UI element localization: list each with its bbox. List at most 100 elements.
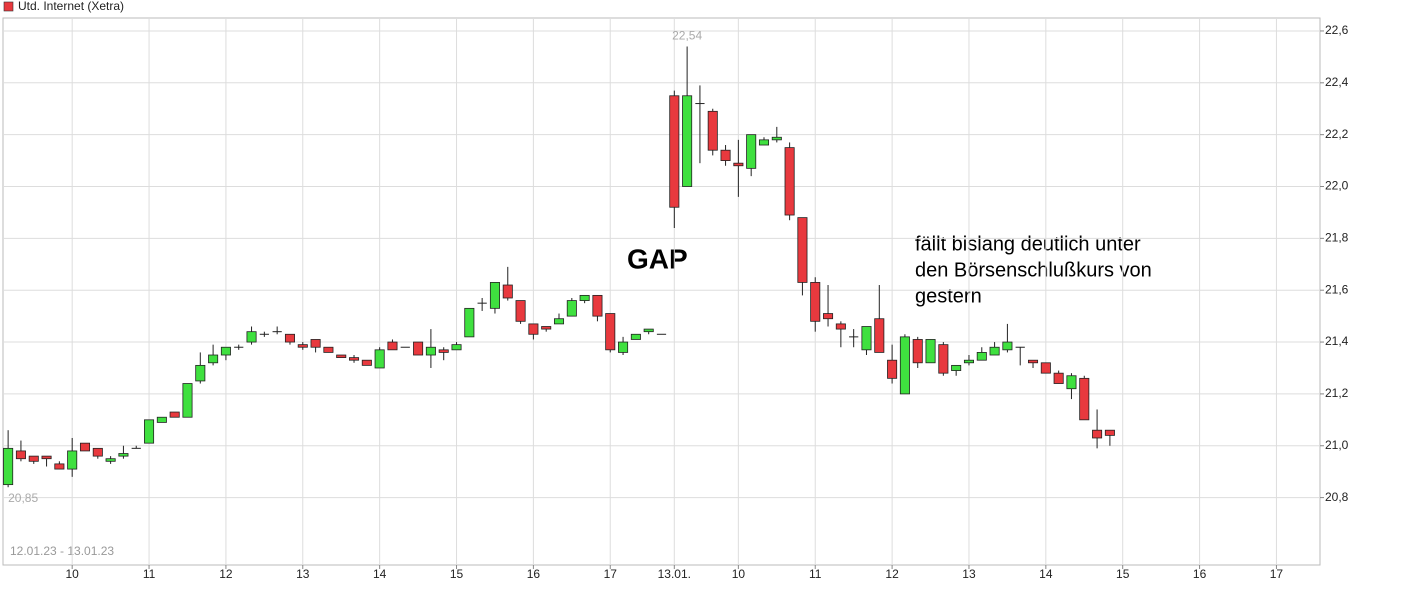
candle-body bbox=[823, 313, 834, 320]
candle-body bbox=[912, 339, 923, 364]
candle-body bbox=[220, 346, 231, 356]
candle-body bbox=[284, 333, 295, 343]
candle-body bbox=[835, 323, 846, 330]
candle-body bbox=[1040, 362, 1051, 374]
candle-body bbox=[643, 328, 654, 333]
candle-body bbox=[1079, 377, 1090, 421]
candle-body bbox=[925, 339, 936, 364]
plot-frame bbox=[2, 17, 1321, 566]
candle-body bbox=[528, 323, 539, 335]
candle-body bbox=[3, 447, 14, 486]
x-tick-label: 13 bbox=[296, 567, 310, 581]
x-tick-label: 16 bbox=[527, 567, 541, 581]
candle-body bbox=[515, 300, 526, 322]
x-tick-label: 11 bbox=[809, 567, 822, 581]
candle-body bbox=[771, 136, 782, 141]
candle-body bbox=[618, 341, 629, 353]
candle-body bbox=[938, 344, 949, 374]
candle-body bbox=[28, 455, 39, 462]
candle-body bbox=[1028, 359, 1039, 364]
x-tick-label: 10 bbox=[66, 567, 80, 581]
candle-body bbox=[784, 147, 795, 216]
candle-body bbox=[861, 326, 872, 351]
candle-body bbox=[169, 411, 180, 418]
candle-body bbox=[758, 139, 770, 146]
candle-body bbox=[733, 162, 744, 167]
x-tick-label: 14 bbox=[1039, 567, 1053, 581]
candle-body bbox=[54, 463, 65, 470]
candle-body bbox=[630, 333, 641, 340]
y-tick-label: 21,4 bbox=[1325, 334, 1349, 348]
candle-body bbox=[899, 336, 910, 395]
candle-body bbox=[156, 416, 167, 423]
x-tick-label: 13.01. bbox=[658, 567, 691, 581]
x-tick-label: 15 bbox=[450, 567, 464, 581]
candle-body bbox=[349, 357, 360, 361]
candle-body bbox=[553, 318, 565, 325]
candle-body bbox=[746, 134, 757, 169]
candle-body bbox=[887, 359, 898, 379]
y-tick-label: 21,2 bbox=[1325, 386, 1349, 400]
min-label: 20,85 bbox=[8, 491, 38, 505]
x-tick-label: 10 bbox=[732, 567, 746, 581]
x-tick-label: 16 bbox=[1193, 567, 1207, 581]
y-tick-label: 21,8 bbox=[1325, 231, 1349, 245]
y-tick-label: 20,8 bbox=[1325, 490, 1349, 504]
y-tick-label: 22,0 bbox=[1325, 179, 1349, 193]
candle-body bbox=[874, 318, 885, 353]
candle-body bbox=[707, 110, 718, 151]
candle-body bbox=[438, 349, 449, 353]
candle-body bbox=[1104, 429, 1115, 436]
x-tick-label: 12 bbox=[219, 567, 233, 581]
y-tick-label: 22,6 bbox=[1325, 23, 1349, 37]
y-tick-label: 21,6 bbox=[1325, 282, 1349, 296]
candle-body bbox=[1066, 375, 1077, 390]
candle-body bbox=[297, 344, 308, 348]
candle-body bbox=[451, 344, 462, 351]
candle-body bbox=[425, 346, 436, 356]
candle-body bbox=[67, 450, 78, 470]
y-tick-label: 21,0 bbox=[1325, 438, 1349, 452]
candle-body bbox=[413, 341, 424, 356]
candle-body bbox=[669, 95, 680, 208]
candle-body bbox=[15, 450, 26, 460]
candle-body bbox=[336, 354, 347, 359]
candle-body bbox=[682, 95, 693, 187]
candle-body bbox=[489, 282, 500, 309]
candle-body bbox=[246, 331, 257, 343]
candle-body bbox=[41, 455, 52, 460]
candle-body bbox=[963, 359, 974, 364]
candle-body bbox=[605, 313, 616, 351]
candle-body bbox=[951, 364, 962, 371]
candle-body bbox=[208, 354, 219, 364]
legend-label: Utd. Internet (Xetra) bbox=[18, 0, 124, 13]
candle-body bbox=[310, 339, 321, 348]
candle-body bbox=[361, 359, 372, 366]
candle-body bbox=[92, 447, 103, 457]
x-tick-label: 13 bbox=[962, 567, 976, 581]
y-tick-label: 22,4 bbox=[1325, 75, 1349, 89]
candle-body bbox=[464, 307, 475, 338]
x-tick-label: 11 bbox=[143, 567, 156, 581]
x-tick-label: 17 bbox=[1270, 567, 1284, 581]
candle-body bbox=[144, 419, 155, 444]
max-label: 22,54 bbox=[672, 29, 702, 43]
candle-body bbox=[195, 364, 206, 382]
x-tick-label: 14 bbox=[373, 567, 387, 581]
candle-body bbox=[323, 346, 334, 353]
candle-body bbox=[182, 383, 193, 418]
legend-swatch bbox=[3, 1, 14, 12]
candle-body bbox=[502, 284, 513, 299]
candle-body bbox=[579, 294, 590, 301]
candle-body bbox=[1092, 429, 1103, 439]
candle-body bbox=[79, 442, 91, 452]
candle-body bbox=[989, 346, 1000, 356]
candle-body bbox=[1002, 341, 1013, 351]
candle-body bbox=[374, 349, 385, 369]
y-tick-label: 22,2 bbox=[1325, 127, 1349, 141]
candle-body bbox=[105, 458, 116, 462]
candle-body bbox=[592, 294, 603, 317]
annotation-line: fällt bislang deutlich unter bbox=[915, 233, 1141, 255]
x-tick-label: 15 bbox=[1116, 567, 1130, 581]
